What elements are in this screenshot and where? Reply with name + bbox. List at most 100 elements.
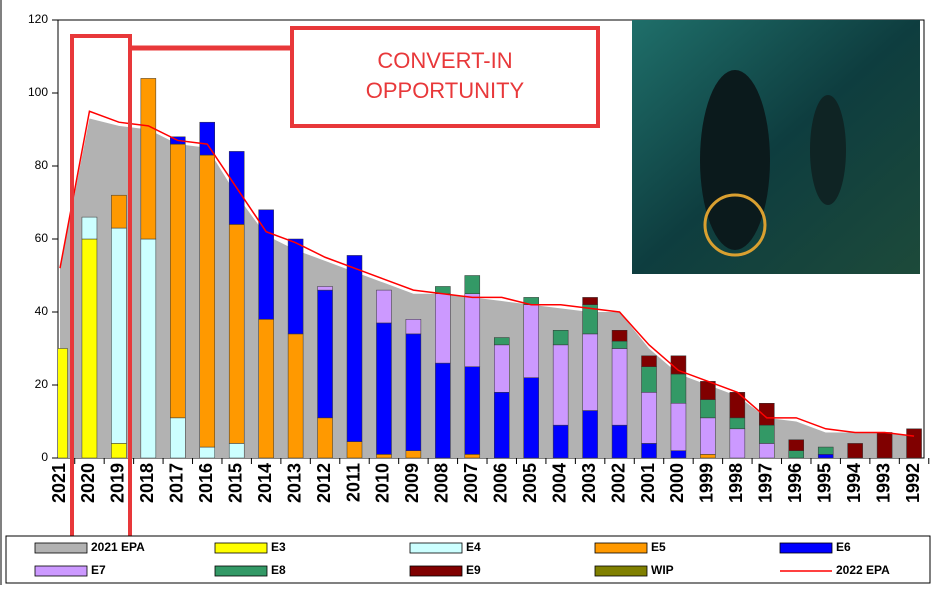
x-tick-label: 2010 [373, 463, 393, 503]
x-tick-label: 2007 [461, 463, 481, 503]
x-tick-label: 2015 [225, 463, 245, 503]
x-tick-label: 2003 [579, 463, 599, 503]
x-tick-label: 2008 [432, 463, 452, 503]
y-tick-label: 60 [35, 231, 49, 245]
bar-segment [700, 400, 715, 418]
bar-segment [700, 418, 715, 455]
bar-segment [907, 429, 922, 458]
bar-segment [376, 323, 391, 454]
photo-background [632, 20, 920, 274]
bar-segment [730, 429, 745, 458]
bar-segment [82, 239, 97, 458]
diver [810, 95, 846, 205]
bar-segment [259, 319, 274, 458]
bar-segment [730, 418, 745, 429]
legend-label: E3 [271, 540, 286, 554]
x-tick-label: 1993 [873, 463, 893, 503]
bar-segment [170, 418, 185, 458]
x-tick-label: 2013 [284, 463, 304, 503]
bar-segment [759, 443, 774, 458]
bar-segment [583, 297, 598, 304]
y-tick-label: 100 [28, 85, 48, 99]
bar-segment [612, 341, 627, 348]
y-tick-label: 20 [35, 377, 49, 391]
bar-segment [435, 363, 450, 458]
bar-segment [318, 286, 333, 290]
legend-label: E5 [651, 540, 666, 554]
legend-swatch [215, 543, 267, 553]
bar-segment [376, 454, 391, 458]
bar-segment [642, 443, 657, 458]
legend-swatch [215, 566, 267, 576]
bar-segment [612, 425, 627, 458]
x-tick-label: 2014 [255, 463, 275, 503]
legend-label: E4 [466, 540, 481, 554]
bar-segment [553, 425, 568, 458]
bar-segment [111, 228, 126, 443]
bar-segment [406, 451, 421, 458]
x-tick-label: 2009 [402, 463, 422, 503]
x-tick-label: 1994 [844, 463, 864, 503]
legend-swatch [410, 543, 462, 553]
bar-segment [111, 195, 126, 228]
legend-swatch [35, 566, 87, 576]
bar-segment [347, 442, 362, 458]
bar-segment [170, 144, 185, 418]
bar-segment [288, 239, 303, 334]
legend-label: 2022 EPA [836, 563, 890, 577]
bar-segment [200, 447, 215, 458]
bar-segment [229, 443, 244, 458]
x-tick-label: 2001 [638, 463, 658, 503]
bar-segment [141, 239, 156, 458]
legend-swatch [595, 566, 647, 576]
bar-segment [877, 432, 892, 458]
x-tick-label: 1997 [756, 463, 776, 503]
bar-segment [465, 294, 480, 367]
x-tick-label: 2002 [608, 463, 628, 503]
chart: 0204060801001202021202020192018201720162… [0, 0, 932, 585]
annotation: CONVERT-IN [377, 48, 512, 73]
bar-segment [494, 392, 509, 458]
bar-segment [347, 255, 362, 441]
bar-segment [200, 122, 215, 155]
y-tick-label: 120 [28, 12, 48, 26]
bar-segment [111, 443, 126, 458]
bar-segment [553, 345, 568, 425]
bar-segment [200, 155, 215, 447]
bar-segment [700, 454, 715, 458]
x-tick-label: 1998 [726, 463, 746, 503]
bar-segment [318, 290, 333, 418]
y-tick-label: 0 [41, 450, 48, 464]
bar-segment [553, 330, 568, 345]
bar-segment [671, 451, 686, 458]
bar-segment [848, 443, 863, 458]
diver [700, 70, 770, 250]
legend-label: E7 [91, 563, 106, 577]
legend-swatch [780, 543, 832, 553]
bar-segment [465, 276, 480, 294]
bar-segment [789, 440, 804, 451]
bar-segment [141, 78, 156, 239]
x-tick-label: 2006 [491, 463, 511, 503]
bar-segment [671, 403, 686, 450]
bar-segment [789, 451, 804, 458]
bar-segment [406, 334, 421, 451]
bar-segment [642, 367, 657, 393]
legend-swatch [595, 543, 647, 553]
bar-segment [82, 217, 97, 239]
bar-segment [465, 454, 480, 458]
x-tick-label: 1999 [697, 463, 717, 503]
x-tick-label: 1995 [814, 463, 834, 503]
bar-segment [406, 319, 421, 334]
legend-label: WIP [651, 563, 674, 577]
bar-segment [494, 345, 509, 392]
bar-segment [53, 349, 68, 459]
bar-segment [642, 392, 657, 443]
bar-segment [818, 454, 833, 458]
x-tick-label: 2021 [49, 463, 69, 503]
y-tick-label: 80 [35, 158, 49, 172]
x-tick-label: 2005 [520, 463, 540, 503]
x-tick-label: 2019 [108, 463, 128, 503]
bar-segment [318, 418, 333, 458]
legend-swatch [35, 543, 87, 553]
